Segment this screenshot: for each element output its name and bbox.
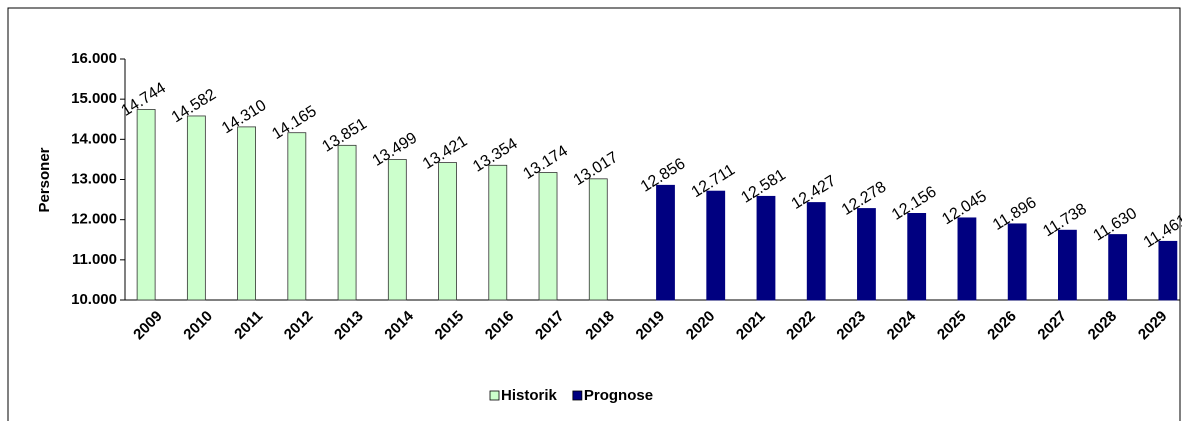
x-tick-label: 2022 — [783, 308, 819, 344]
y-tick-label: 13.000 — [71, 170, 117, 187]
bar — [1058, 229, 1077, 301]
x-tick-label: 2009 — [130, 308, 166, 344]
legend-swatch — [572, 390, 583, 401]
legend-swatch — [489, 390, 500, 401]
bar — [806, 202, 826, 301]
x-tick-label: 2017 — [532, 308, 568, 344]
y-tick-label: 14.000 — [71, 130, 117, 147]
legend-label: Historik — [501, 387, 558, 404]
x-tick-label: 2027 — [1034, 308, 1070, 344]
bar — [237, 126, 256, 301]
bar — [538, 172, 558, 301]
x-tick-label: 2011 — [231, 308, 266, 343]
y-tick-label: 15.000 — [71, 90, 117, 107]
x-tick-label: 2029 — [1135, 308, 1171, 344]
bar — [1007, 223, 1027, 301]
x-tick-label: 2013 — [331, 308, 367, 344]
bar — [438, 162, 457, 301]
x-tick-label: 2025 — [934, 308, 970, 344]
bar — [287, 132, 307, 301]
x-tick-label: 2024 — [884, 307, 920, 343]
x-tick-label: 2010 — [180, 308, 216, 344]
chart-frame — [7, 7, 1181, 421]
y-tick-label: 12.000 — [71, 211, 117, 228]
bar — [136, 109, 156, 301]
legend-label: Prognose — [584, 387, 653, 404]
x-tick-label: 2021 — [733, 308, 769, 344]
x-tick-label: 2012 — [281, 308, 317, 344]
bar — [957, 217, 977, 301]
bar — [387, 159, 407, 301]
x-tick-label: 2019 — [633, 308, 669, 344]
bar — [656, 184, 675, 301]
x-tick-label: 2026 — [984, 308, 1020, 344]
bar — [756, 195, 776, 301]
x-tick-label: 2018 — [582, 308, 618, 344]
x-tick-label: 2023 — [833, 308, 869, 344]
bar — [1158, 240, 1178, 301]
bar — [337, 144, 357, 301]
bar — [588, 178, 608, 301]
bar — [488, 164, 508, 301]
x-tick-label: 2020 — [683, 308, 719, 344]
x-tick-label: 2016 — [482, 308, 518, 344]
y-tick-label: 11.000 — [72, 251, 117, 268]
y-tick-label: 10.000 — [71, 291, 117, 308]
x-tick-label: 2014 — [381, 307, 417, 343]
x-tick-label: 2028 — [1085, 308, 1121, 344]
bar — [186, 115, 206, 301]
y-axis-label: Personer — [36, 147, 53, 212]
bar — [1108, 234, 1128, 301]
bar — [706, 190, 726, 301]
y-tick-label: 16.000 — [71, 50, 117, 67]
x-tick-label: 2015 — [432, 308, 468, 344]
bar — [857, 208, 876, 301]
bar — [907, 213, 927, 301]
